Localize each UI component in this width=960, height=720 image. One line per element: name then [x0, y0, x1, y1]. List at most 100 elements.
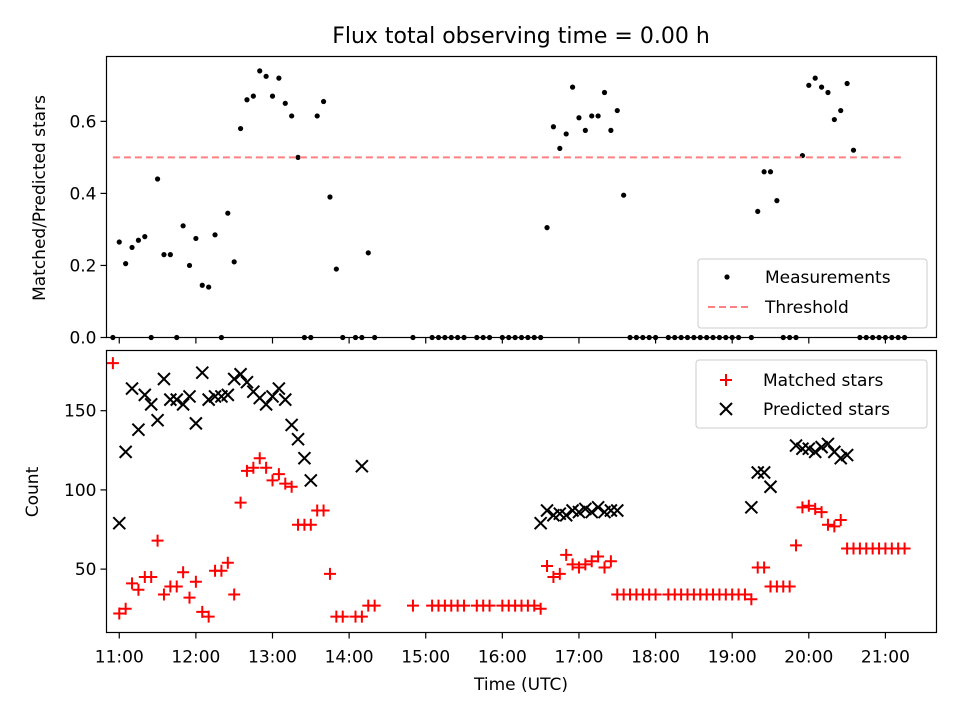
predicted-stars-point: [297, 451, 312, 465]
matched-stars-point: [649, 588, 662, 601]
matched-stars-point: [170, 580, 183, 593]
measurements-point: [882, 334, 889, 341]
measurements-point: [276, 75, 282, 81]
measurements-point: [455, 334, 461, 341]
matched-stars-point: [783, 580, 796, 593]
measurements-point: [174, 334, 180, 341]
measurements-point: [780, 334, 786, 341]
predicted-stars-point: [170, 392, 184, 407]
measurements-point: [148, 334, 154, 341]
matched-stars-point: [266, 474, 279, 487]
bottom-y-tick-label: 50: [75, 560, 97, 580]
matched-stars-point: [566, 558, 579, 571]
measurements-point: [652, 334, 659, 341]
predicted-stars-point: [559, 508, 573, 522]
measurements-point: [135, 237, 142, 243]
matched-stars-point: [228, 588, 241, 601]
measurements-point: [710, 334, 716, 341]
predicted-stars-point: [744, 500, 759, 515]
measurements-point: [716, 334, 723, 341]
measurements-point: [531, 334, 537, 341]
measurements-point: [697, 334, 703, 341]
measurements-point: [704, 334, 710, 341]
measurements-point: [442, 334, 448, 341]
legend-label-threshold: Threshold: [764, 298, 849, 318]
predicted-stars-point: [284, 418, 299, 432]
predicted-stars-point: [265, 389, 280, 404]
matched-stars-point: [528, 599, 541, 612]
matched-stars-point: [598, 561, 611, 574]
matched-stars-point: [534, 602, 547, 615]
legend-marker-measurements: [724, 274, 730, 280]
predicted-stars-point: [291, 432, 305, 446]
predicted-stars-point: [802, 442, 816, 456]
matched-stars-point: [196, 605, 209, 618]
measurements-point: [161, 252, 167, 258]
legend-label-measurements: Measurements: [765, 268, 891, 288]
matched-stars-point: [177, 566, 190, 579]
matched-stars-point: [604, 555, 617, 568]
measurements-point: [857, 334, 863, 341]
measurements-point: [774, 198, 780, 204]
measurements-point: [755, 208, 761, 215]
measurements-point: [506, 334, 512, 341]
measurements-point: [499, 334, 505, 341]
measurements-point: [665, 334, 671, 341]
predicted-stars-point: [163, 392, 178, 407]
predicted-stars-point: [259, 397, 273, 412]
predicted-stars-point: [572, 505, 586, 519]
matched-stars-point: [745, 593, 758, 606]
measurements-point: [225, 210, 231, 216]
matched-stars-point: [215, 564, 228, 577]
measurements-point: [199, 282, 205, 288]
x-tick-label: 11:00: [95, 648, 144, 668]
matched-stars-point: [809, 502, 822, 515]
legend-label-predicted-stars: Predicted stars: [763, 400, 890, 420]
measurements-point: [672, 334, 678, 341]
measurements-point: [767, 169, 774, 175]
matched-stars-point: [553, 567, 566, 580]
measurements-point: [544, 225, 550, 231]
predicted-stars-point: [131, 423, 146, 437]
top-y-tick-label: 0.4: [69, 184, 96, 204]
bottom-y-axis-label: Count: [23, 466, 43, 517]
matched-stars-point: [828, 520, 841, 533]
measurements-point: [518, 334, 525, 341]
x-tick-label: 21:00: [861, 648, 910, 668]
matched-stars-point: [260, 461, 273, 474]
predicted-stars-point: [763, 480, 778, 494]
bottom-legend: Matched stars Predicted stars: [695, 359, 928, 429]
measurements-point: [186, 262, 193, 269]
measurements-point: [735, 334, 742, 341]
measurements-point: [844, 80, 850, 87]
top-series: [110, 68, 908, 341]
predicted-stars-point: [821, 437, 835, 451]
measurements-point: [116, 239, 122, 245]
predicted-stars-point: [208, 389, 222, 404]
predicted-stars-point: [585, 505, 599, 519]
measurements-point: [538, 334, 544, 341]
predicted-stars-point: [118, 445, 133, 459]
measurements-point: [352, 334, 359, 341]
predicted-stars-point: [757, 465, 771, 480]
measurements-point: [295, 154, 301, 160]
measurements-point: [435, 334, 442, 341]
measurements-point: [895, 334, 901, 341]
predicted-stars-point: [138, 388, 152, 402]
matched-stars-point: [790, 539, 803, 552]
measurements-point: [825, 89, 831, 96]
predicted-stars-point: [201, 392, 216, 407]
measurements-point: [627, 334, 633, 341]
predicted-stars-point: [125, 381, 139, 396]
top-legend: Measurements Threshold: [697, 258, 928, 329]
matched-stars-point: [253, 452, 266, 465]
x-tick-label: 14:00: [325, 648, 374, 668]
measurements-point: [678, 334, 684, 341]
measurements-point: [691, 334, 697, 341]
measurements-point: [761, 169, 767, 175]
predicted-stars-point: [278, 392, 292, 407]
predicted-stars-point: [150, 413, 165, 427]
measurements-point: [512, 334, 518, 341]
predicted-stars-point: [112, 516, 126, 530]
matched-stars-point: [304, 518, 317, 531]
